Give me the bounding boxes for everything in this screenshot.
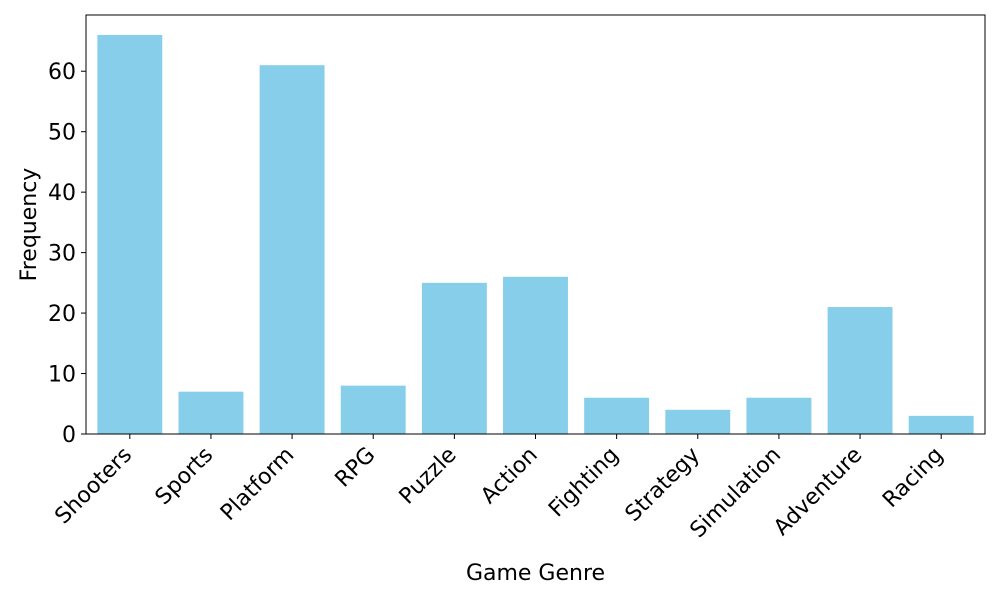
bar-sports	[178, 391, 244, 434]
x-tick-label-sports: Sports	[151, 443, 219, 511]
bar-action	[503, 276, 568, 434]
x-tick-label-rpg: RPG	[331, 443, 381, 493]
y-tick-label: 60	[48, 60, 76, 85]
bar-puzzle	[421, 282, 487, 434]
y-tick-label: 10	[48, 363, 76, 388]
bar-platform	[259, 65, 325, 434]
x-tick-label-action: Action	[476, 443, 542, 509]
bars-group	[97, 34, 974, 434]
x-tick-label-strategy: Strategy	[621, 443, 705, 527]
y-axis-label: Frequency	[17, 168, 42, 282]
y-tick-label: 40	[48, 181, 76, 206]
y-tick-label: 30	[48, 242, 76, 267]
x-tick-label-shooters: Shooters	[50, 443, 137, 530]
y-tick-label: 20	[48, 302, 76, 327]
bar-racing	[908, 415, 974, 434]
plot-area-frame	[85, 14, 986, 435]
bar-fighting	[584, 397, 650, 434]
y-tick-label: 50	[48, 121, 76, 146]
x-tick-label-adventure: Adventure	[769, 443, 867, 541]
x-tick-label-racing: Racing	[878, 443, 948, 513]
x-tick-label-puzzle: Puzzle	[395, 443, 462, 510]
bar-adventure	[827, 307, 893, 434]
x-axis-label: Game Genre	[466, 561, 605, 586]
bar-simulation	[746, 397, 812, 434]
x-tick-label-fighting: Fighting	[544, 443, 624, 523]
bar-strategy	[665, 409, 731, 434]
y-axis-ticks: 0 10 20 30 40 50 60	[48, 60, 86, 448]
x-tick-label-platform: Platform	[216, 443, 299, 526]
bar-rpg	[340, 385, 406, 434]
y-tick-label: 0	[62, 423, 76, 448]
bar-shooters	[97, 34, 163, 434]
